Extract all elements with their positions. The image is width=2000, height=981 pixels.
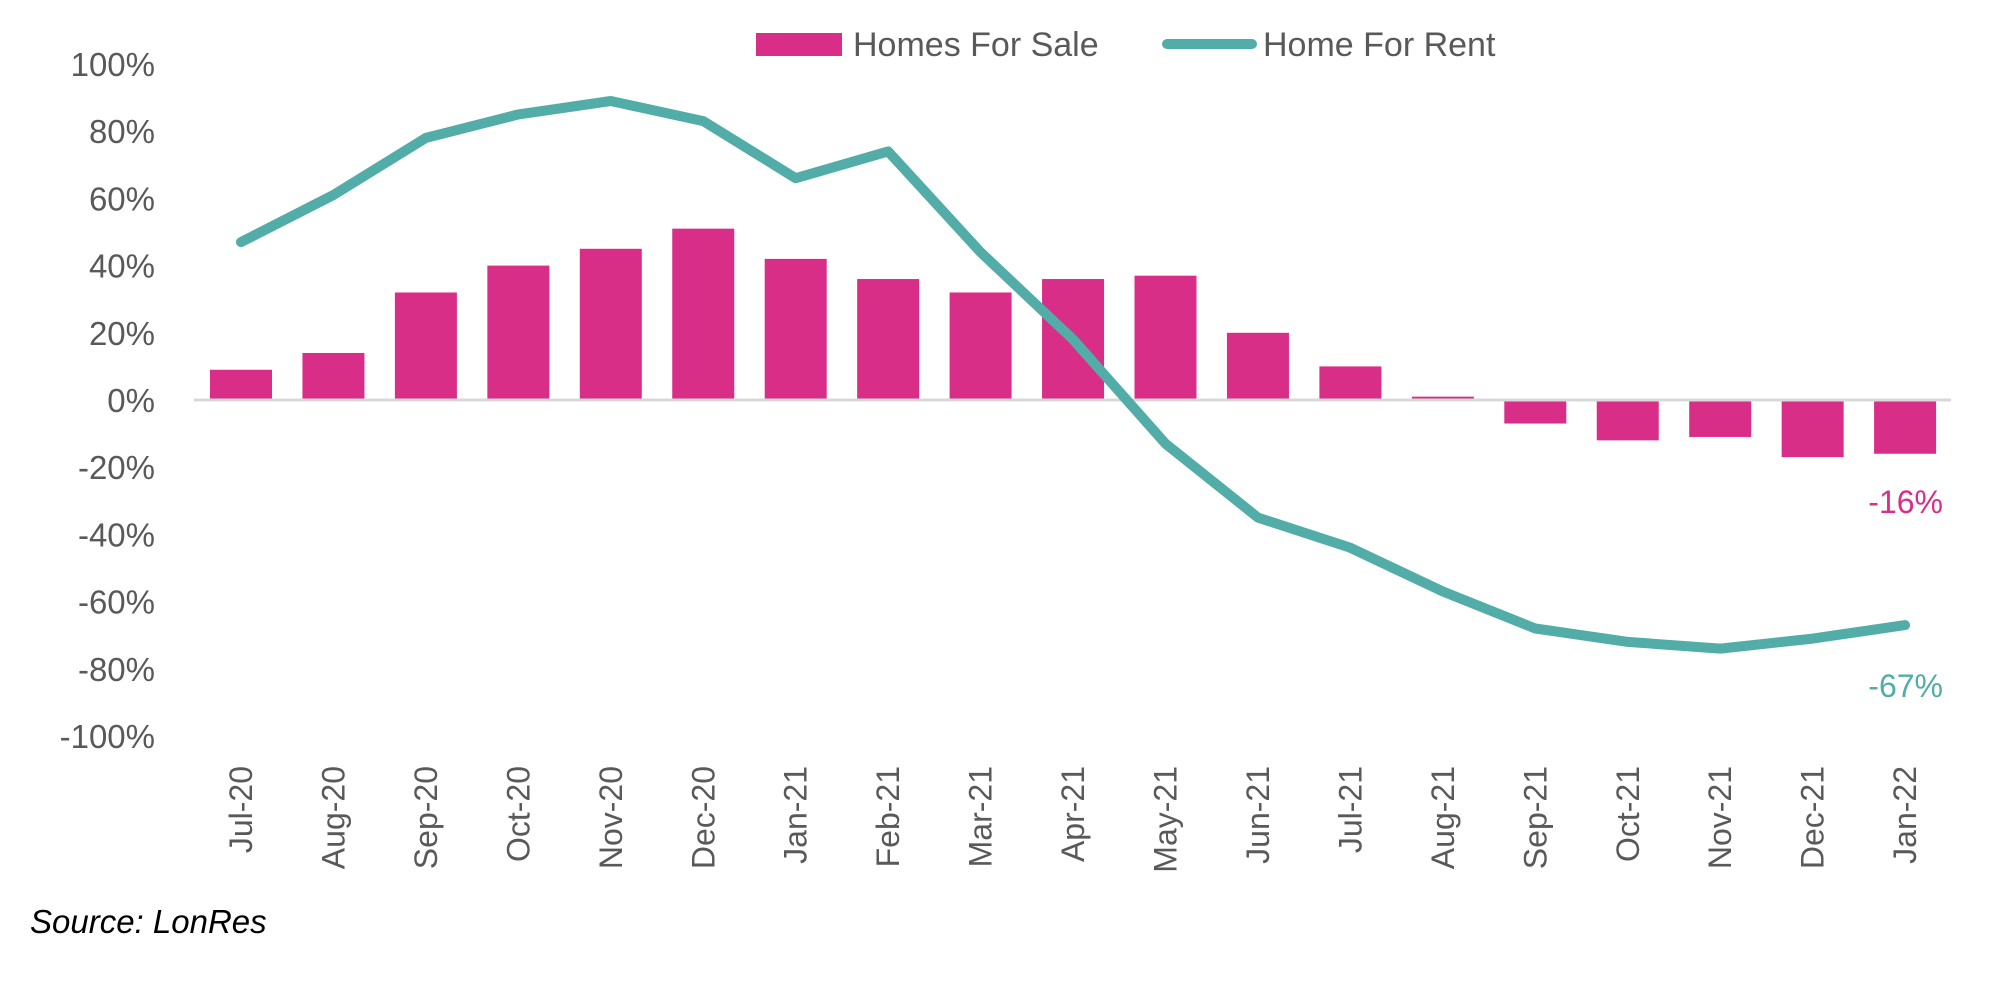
bar-jan-21: [764, 258, 827, 400]
bar-jul-20: [210, 369, 272, 400]
x-tick-label: Dec-21: [1795, 766, 1831, 869]
x-tick-label: Nov-21: [1702, 766, 1738, 869]
bar-sep-21: [1504, 400, 1567, 424]
source-note: Source: LonRes: [30, 903, 267, 940]
x-tick-label: Feb-21: [870, 766, 906, 867]
y-tick-label: -40%: [78, 516, 155, 553]
y-tick-label: -80%: [78, 651, 155, 688]
bar-nov-20: [579, 248, 642, 400]
y-tick-label: 60%: [89, 180, 155, 217]
x-tick-label: May-21: [1148, 766, 1184, 873]
x-tick-label: Jul-21: [1332, 766, 1368, 853]
bar-mar-21: [949, 292, 1012, 400]
x-tick-label: Sep-20: [408, 766, 444, 869]
x-tick-label: Sep-21: [1517, 766, 1553, 869]
x-axis-ticks: Jul-20 Aug-20 Sep-20 Oct-20 Nov-20 Dec-20 Jan-…: [223, 766, 1923, 873]
x-tick-label: Nov-20: [593, 766, 629, 869]
bar-oct-21: [1596, 400, 1659, 441]
x-tick-label: Dec-20: [685, 766, 721, 869]
annotation-homes-for-sale-last: -16%: [1868, 484, 1943, 520]
bar-jul-21: [1319, 366, 1382, 400]
bar-sep-20: [394, 292, 457, 400]
y-tick-label: -60%: [78, 584, 155, 621]
y-tick-label: 20%: [89, 315, 155, 352]
bar-feb-21: [857, 279, 920, 400]
x-tick-label: Jan-22: [1887, 766, 1923, 864]
bar-aug-21: [1411, 396, 1474, 400]
bar-dec-20: [672, 228, 735, 400]
bar-nov-21: [1689, 400, 1752, 437]
x-tick-label: Apr-21: [1055, 766, 1091, 862]
bar-oct-20: [487, 265, 550, 400]
bar-jan-22: [1874, 400, 1937, 454]
y-tick-label: 80%: [89, 113, 155, 150]
bar-may-21: [1134, 275, 1197, 400]
x-tick-label: Aug-21: [1425, 766, 1461, 869]
x-tick-label: Jul-20: [223, 766, 259, 853]
x-tick-label: Mar-21: [963, 766, 999, 867]
bar-dec-21: [1781, 400, 1844, 458]
x-tick-label: Aug-20: [315, 766, 351, 869]
x-tick-label: Oct-21: [1610, 766, 1646, 862]
annotation-home-for-rent-last: -67%: [1868, 668, 1943, 704]
legend-label-home-for-rent: Home For Rent: [1263, 26, 1496, 64]
bar-aug-20: [302, 352, 365, 400]
bar-jun-21: [1226, 332, 1289, 400]
legend: Homes For Sale Home For Rent: [756, 26, 1496, 64]
legend-label-homes-for-sale: Homes For Sale: [853, 26, 1099, 64]
y-axis-ticks: 100% 80% 60% 40% 20% 0% -20% -40% -60% -80% -100%: [60, 46, 155, 755]
x-tick-label: Oct-20: [500, 766, 536, 862]
y-tick-label: -20%: [78, 449, 155, 486]
y-tick-label: 40%: [89, 248, 155, 285]
y-tick-label: -100%: [60, 718, 155, 755]
y-tick-label: 100%: [71, 46, 155, 83]
x-tick-label: Jun-21: [1240, 766, 1276, 864]
y-tick-label: 0%: [107, 382, 155, 419]
x-tick-label: Jan-21: [778, 766, 814, 864]
legend-swatch-homes-for-sale: [756, 33, 842, 56]
bars-homes-for-sale: [210, 228, 1937, 458]
